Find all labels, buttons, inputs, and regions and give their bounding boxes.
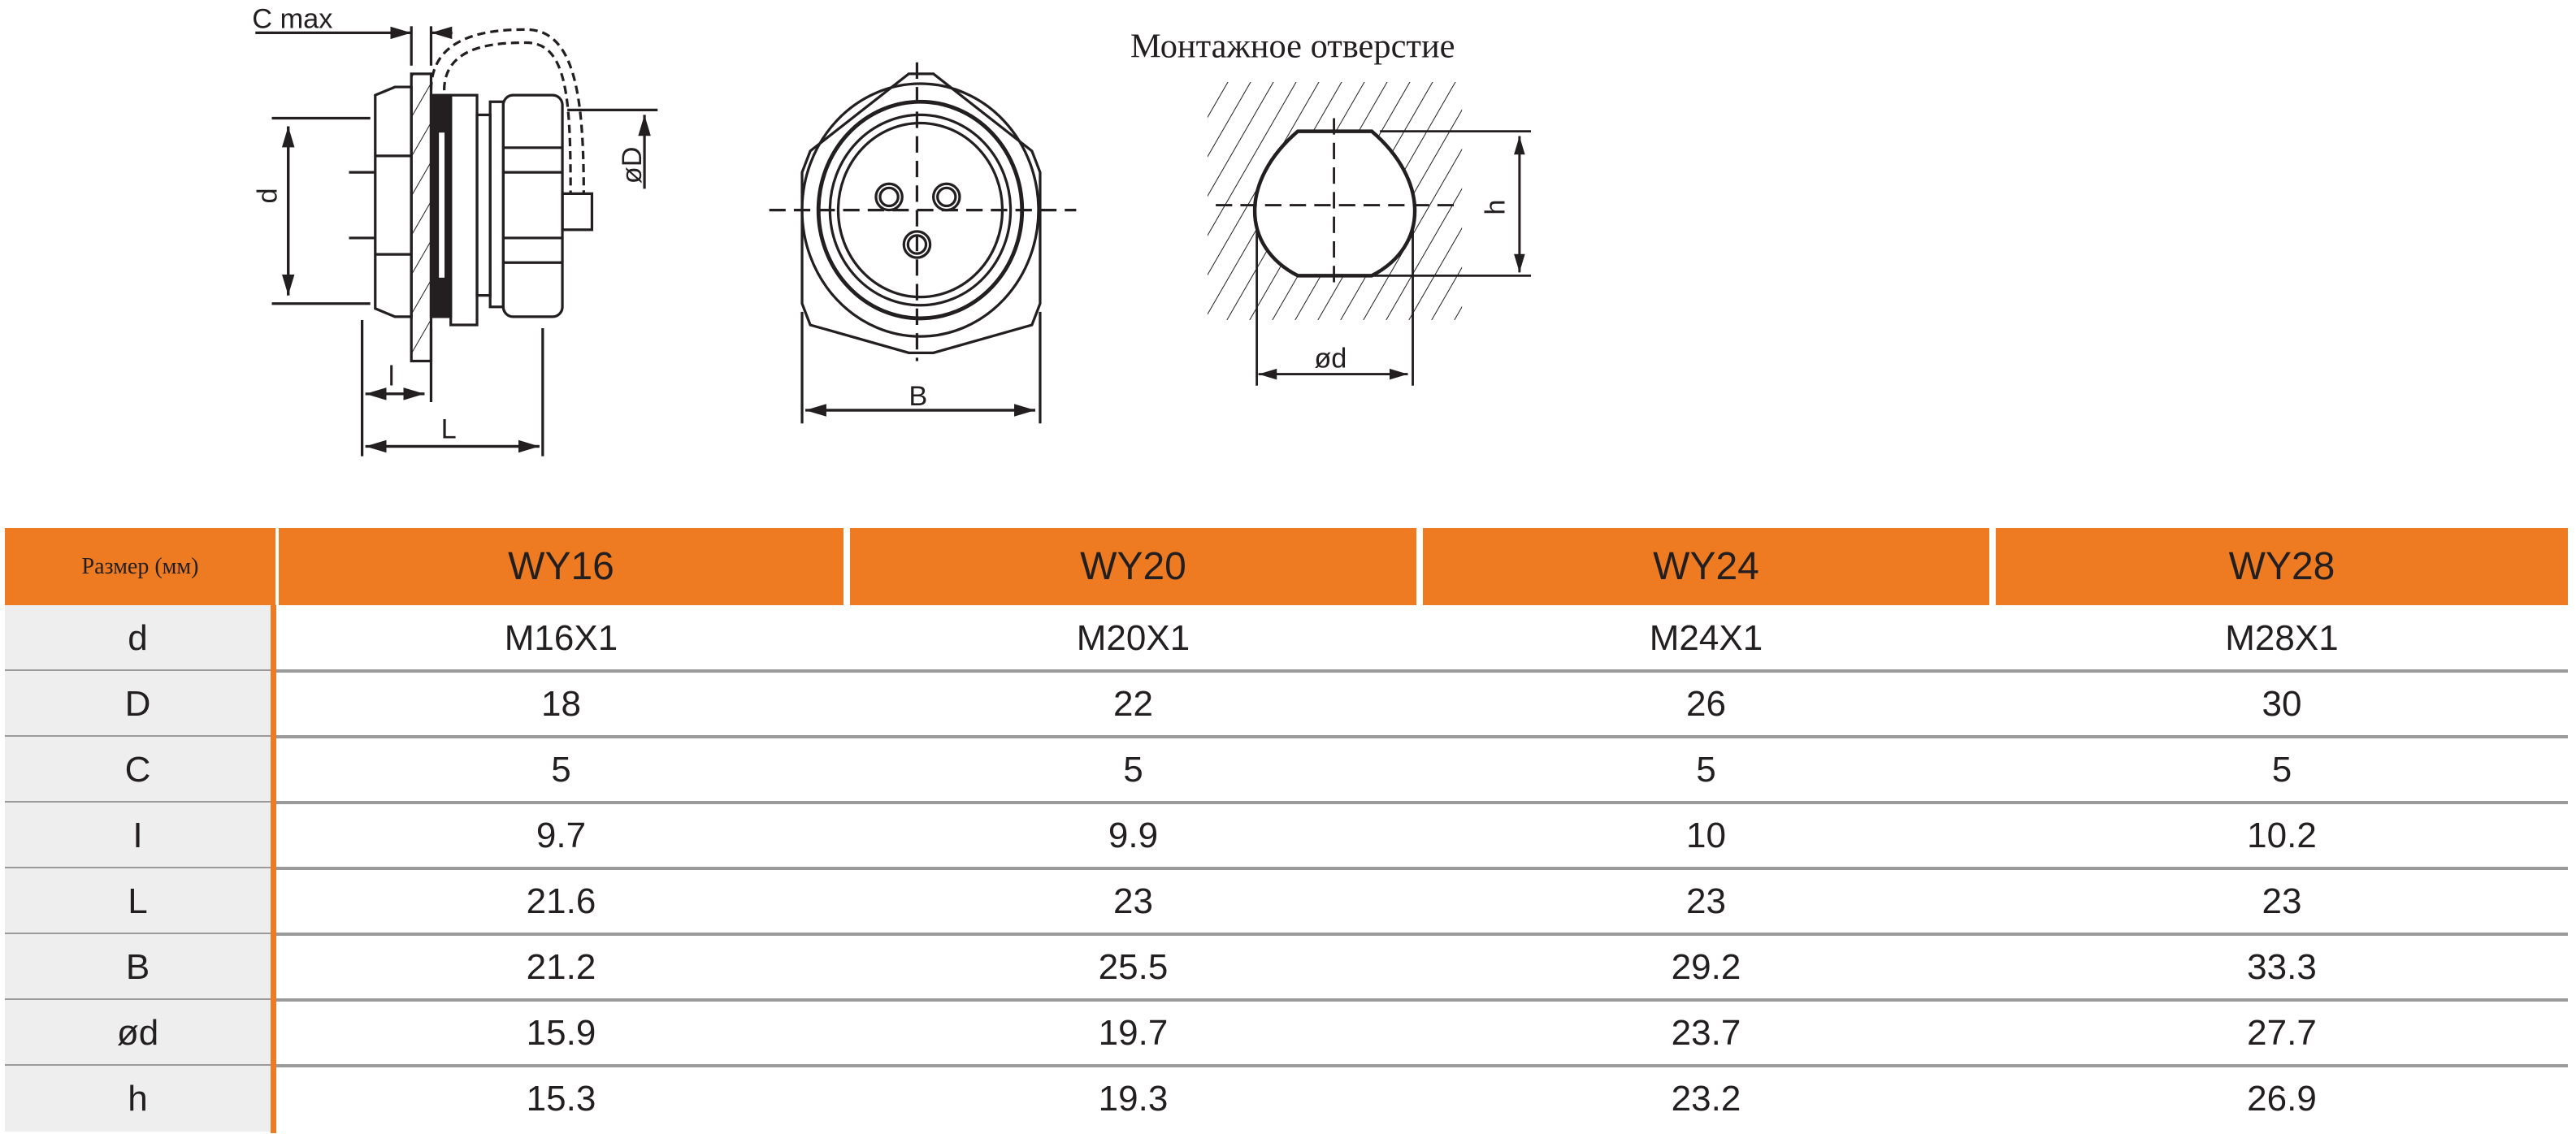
value-cell: 29.2 — [1671, 946, 1741, 987]
param-cell: L — [5, 868, 271, 934]
column-header: WY16 — [279, 528, 843, 605]
mounting-hole-drawing — [1208, 82, 1531, 386]
value-cell: 21.2 — [526, 946, 596, 987]
value-cell: 15.3 — [526, 1078, 596, 1119]
value-cell: 10.2 — [2247, 815, 2317, 855]
table-row: C 5 5 5 5 — [0, 737, 2568, 803]
param-cell: C — [5, 737, 271, 803]
param-cell: D — [5, 671, 271, 737]
row-separator — [5, 669, 2568, 673]
row-separator — [5, 998, 2568, 1002]
B-dimension-label: B — [909, 381, 927, 412]
value-cell: 5 — [551, 749, 571, 790]
side-view-drawing — [255, 26, 658, 457]
table-row: I 9.7 9.9 10 10.2 — [0, 803, 2568, 868]
row-separator — [5, 1064, 2568, 1067]
D-dimension-label: øD — [617, 146, 648, 184]
value-cell: 26 — [1686, 683, 1726, 724]
row-separator — [5, 933, 2568, 936]
value-cell: 19.3 — [1098, 1078, 1169, 1119]
table-header-row: Размер (мм) WY16 WY20 WY24 WY28 — [0, 528, 2568, 605]
value-cell: 30 — [2262, 683, 2302, 724]
value-cell: 23 — [1113, 881, 1153, 921]
value-cell: 5 — [1696, 749, 1716, 790]
value-cell: 23.2 — [1671, 1078, 1741, 1119]
c-max-label: C max — [252, 3, 332, 34]
value-cell: 18 — [541, 683, 581, 724]
row-separator — [5, 735, 2568, 738]
mounting-hole-title: Монтажное отверстие — [1130, 28, 1455, 66]
value-cell: 23 — [1686, 881, 1726, 921]
value-cell: 25.5 — [1098, 946, 1169, 987]
param-cell: d — [5, 605, 271, 671]
param-cell: h — [5, 1066, 271, 1132]
column-divider — [271, 605, 276, 1133]
value-cell: 15.9 — [526, 1012, 596, 1053]
column-header: WY20 — [850, 528, 1416, 605]
value-cell: M24X1 — [1649, 617, 1763, 658]
table-row: ød 15.9 19.7 23.7 27.7 — [0, 1000, 2568, 1066]
value-cell: M28X1 — [2225, 617, 2339, 658]
row-separator — [5, 867, 2568, 870]
table-row: L 21.6 23 23 23 — [0, 868, 2568, 934]
param-cell: ød — [5, 1000, 271, 1066]
hole-diameter-label: ød — [1314, 344, 1347, 374]
value-cell: 9.7 — [536, 815, 587, 855]
table-row: B 21.2 25.5 29.2 33.3 — [0, 934, 2568, 1000]
value-cell: 19.7 — [1098, 1012, 1169, 1053]
value-cell: 27.7 — [2247, 1012, 2317, 1053]
value-cell: 5 — [1123, 749, 1143, 790]
param-cell: I — [5, 803, 271, 868]
l-dimension-label: l — [388, 361, 395, 392]
table-row: D 18 22 26 30 — [0, 671, 2568, 737]
table-row: d M16X1 M20X1 M24X1 M28X1 — [0, 605, 2568, 671]
column-header: WY24 — [1423, 528, 1989, 605]
value-cell: 10 — [1686, 815, 1726, 855]
technical-drawings: C max d øD l L B Монтажное отверстие h ø… — [252, 3, 1531, 457]
value-cell: 22 — [1113, 683, 1153, 724]
L-dimension-label: L — [441, 413, 457, 444]
corner-header: Размер (мм) — [5, 528, 275, 605]
d-dimension-label: d — [253, 188, 284, 203]
value-cell: 23.7 — [1671, 1012, 1741, 1053]
row-separator — [5, 801, 2568, 804]
value-cell: 26.9 — [2247, 1078, 2317, 1119]
front-view-drawing — [769, 62, 1077, 424]
value-cell: 9.9 — [1108, 815, 1159, 855]
param-cell: B — [5, 934, 271, 1000]
table-row: h 15.3 19.3 23.2 26.9 — [0, 1066, 2568, 1132]
column-header: WY28 — [1996, 528, 2568, 605]
value-cell: 5 — [2271, 749, 2292, 790]
value-cell: M20X1 — [1076, 617, 1190, 658]
value-cell: M16X1 — [504, 617, 618, 658]
value-cell: 23 — [2262, 881, 2302, 921]
value-cell: 33.3 — [2247, 946, 2317, 987]
h-dimension-label: h — [1481, 200, 1511, 215]
value-cell: 21.6 — [526, 881, 596, 921]
